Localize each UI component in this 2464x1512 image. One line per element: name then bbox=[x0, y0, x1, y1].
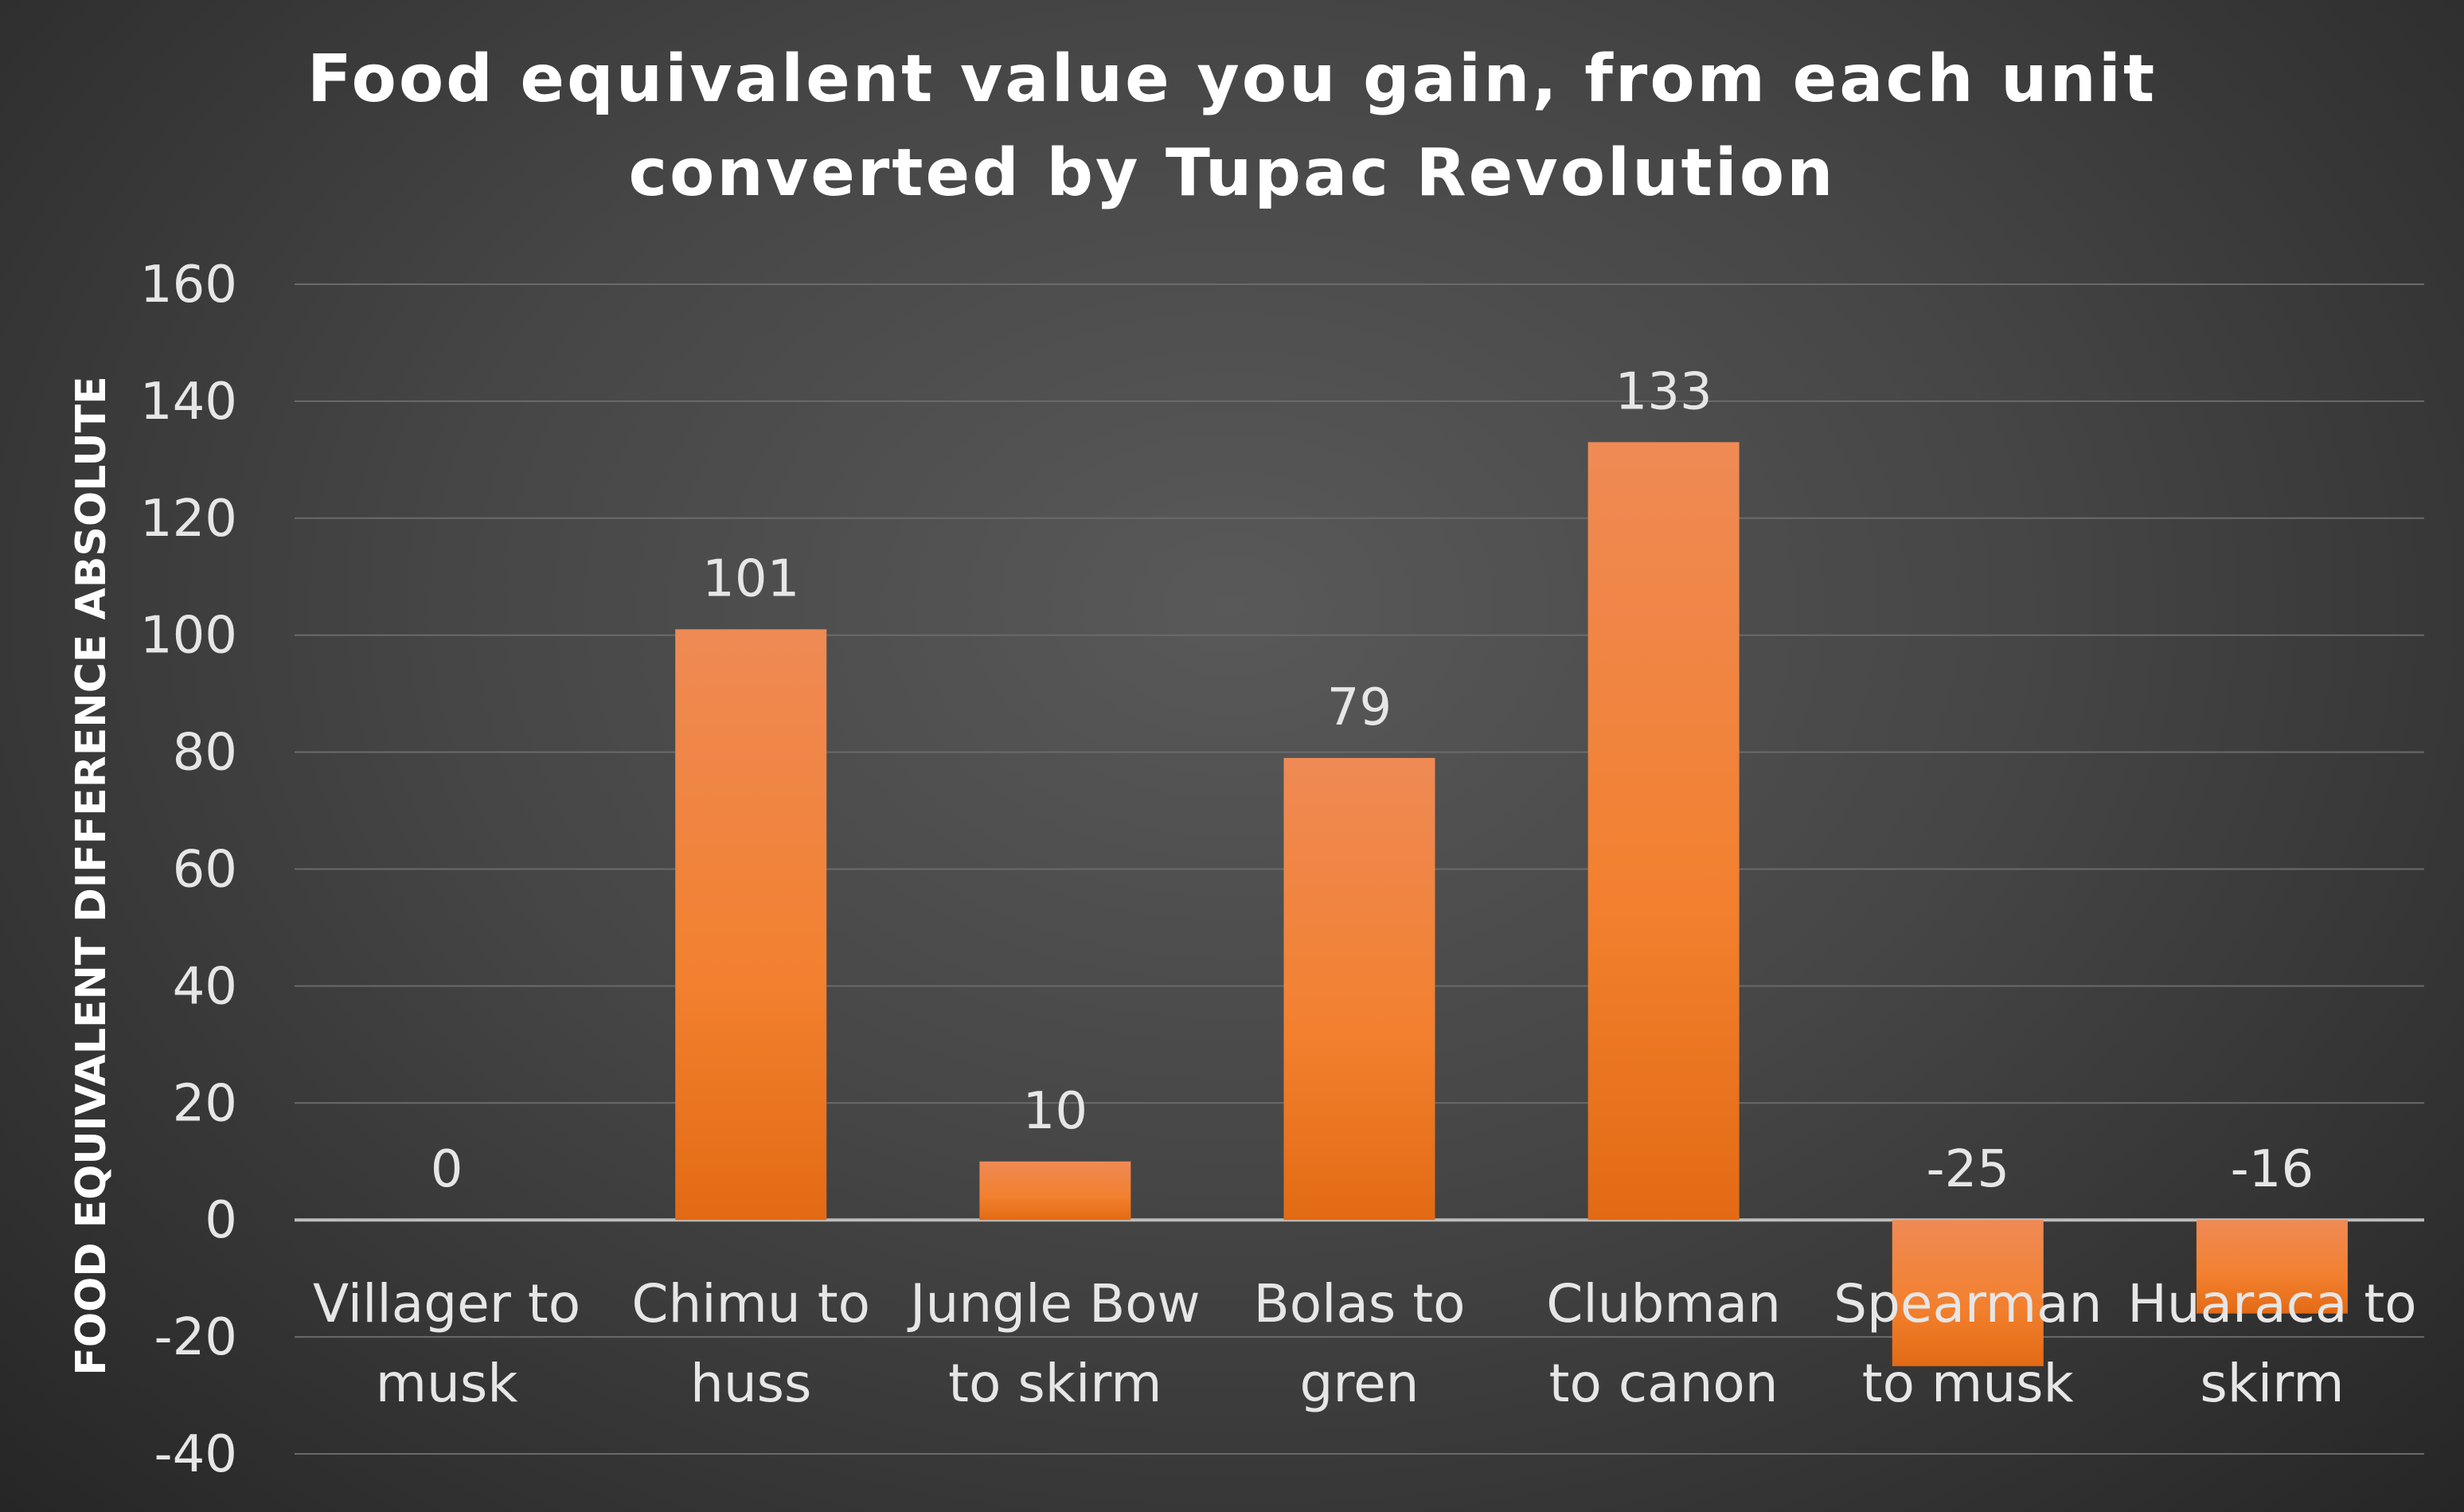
x-tick-label: gren bbox=[1299, 1353, 1419, 1414]
bar bbox=[979, 1161, 1131, 1221]
bar bbox=[1587, 442, 1740, 1221]
chart-title-line-1: Food equivalent value you gain, from eac… bbox=[307, 41, 2157, 117]
x-tick-label: Spearman bbox=[1833, 1273, 2102, 1334]
y-tick-label: -40 bbox=[154, 1425, 237, 1484]
y-tick-label: 140 bbox=[140, 373, 237, 432]
bar bbox=[1892, 1220, 2044, 1366]
y-tick-label: 160 bbox=[140, 256, 237, 315]
x-tick-label: Bolas to bbox=[1253, 1273, 1465, 1334]
x-tick-label: Clubman bbox=[1546, 1273, 1781, 1334]
data-label: 133 bbox=[1615, 362, 1712, 421]
data-label: -16 bbox=[2231, 1140, 2314, 1199]
y-tick-label: 40 bbox=[173, 957, 237, 1016]
x-tick-label: to musk bbox=[1862, 1353, 2075, 1414]
x-tick-label: Jungle Bow bbox=[907, 1273, 1201, 1334]
y-tick-label: -20 bbox=[154, 1308, 237, 1367]
bar bbox=[1283, 757, 1435, 1221]
data-label: 101 bbox=[702, 549, 799, 608]
x-tick-label: to skirm bbox=[948, 1353, 1162, 1414]
x-tick-label: Villager to bbox=[313, 1273, 580, 1334]
data-label: 79 bbox=[1327, 678, 1392, 737]
y-tick-label: 60 bbox=[173, 841, 237, 900]
y-tick-label: 20 bbox=[173, 1074, 237, 1133]
x-tick-label: huss bbox=[690, 1353, 811, 1414]
data-label: -25 bbox=[1927, 1140, 2010, 1199]
bar bbox=[2196, 1220, 2348, 1314]
x-tick-label: skirm bbox=[2200, 1353, 2344, 1414]
y-tick-label: 0 bbox=[205, 1191, 237, 1250]
y-tick-label: 80 bbox=[173, 724, 237, 783]
data-label: 10 bbox=[1023, 1082, 1088, 1141]
y-tick-label: 120 bbox=[140, 490, 237, 549]
chart-title-line-2: converted by Tupac Revolution bbox=[628, 135, 1836, 211]
x-tick-label: musk bbox=[376, 1353, 519, 1414]
data-label: 0 bbox=[431, 1140, 463, 1199]
x-tick-label: to canon bbox=[1549, 1353, 1779, 1414]
x-tick-label: Huaraca to bbox=[2127, 1273, 2416, 1334]
bar bbox=[675, 629, 827, 1221]
x-tick-label: Chimu to bbox=[631, 1273, 870, 1334]
y-tick-label: 100 bbox=[140, 607, 237, 666]
